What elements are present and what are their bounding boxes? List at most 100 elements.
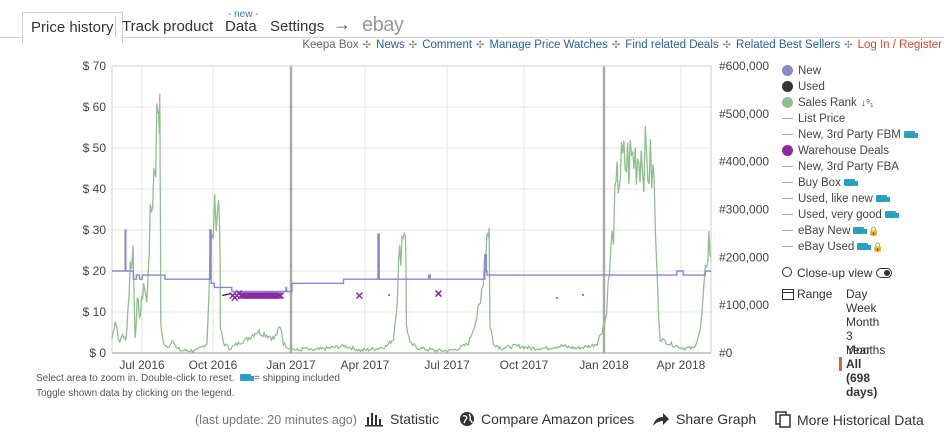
x-tick-label: Jan 2017 [266, 358, 316, 372]
truck-icon [853, 227, 868, 234]
range-label: Range [797, 287, 833, 301]
legend-line-icon [782, 246, 793, 247]
x-tick-label: Oct 2016 [189, 358, 238, 372]
last-update: (last update: 20 minutes ago) [195, 413, 357, 427]
compare-amazon-prices-button[interactable]: Compare Amazon prices [459, 411, 634, 427]
separator-icon: ✣ [362, 40, 372, 51]
tab-track-product[interactable]: Track product [122, 18, 214, 35]
y2-tick-label: #200,000 [719, 250, 769, 264]
range-month[interactable]: Month [846, 315, 880, 329]
tab-price-history[interactable]: Price history [22, 12, 123, 44]
range-3-months[interactable]: 3 Months [846, 329, 886, 357]
truck-icon [240, 374, 255, 381]
warehouse-deal-point [239, 292, 247, 300]
lock-icon: 🔒 [872, 242, 884, 252]
lock-icon: 🔒 [868, 226, 880, 236]
chart-notes: Select area to zoom in. Double-click to … [36, 371, 340, 401]
separator-icon: ✣ [611, 40, 621, 51]
legend-label: eBay New [798, 225, 851, 237]
statistic-button[interactable]: Statistic [364, 411, 439, 427]
legend-line-icon [782, 118, 793, 119]
y-tick-label: $ 40 [83, 182, 107, 196]
magnifier-icon [782, 267, 792, 277]
close-up-view-toggle[interactable]: Close-up view [782, 266, 893, 280]
legend-item[interactable]: List Price [782, 111, 915, 127]
tab-data[interactable]: Data [225, 18, 257, 35]
separator-icon: ✣ [476, 40, 485, 51]
warehouse-deal-point [233, 292, 241, 300]
chart-legend: New Used Sales Rank ↓⁹₁ List Price New, 3rd P… [782, 63, 918, 255]
legend-item[interactable]: Used, very good [782, 207, 915, 223]
used-price-line [222, 292, 234, 297]
news-link[interactable]: News [376, 39, 405, 51]
legend-item[interactable]: Used [782, 79, 915, 95]
legend-item[interactable]: Buy Box [782, 175, 915, 191]
warehouse-deal-point [277, 292, 285, 300]
x-tick-label: Jul 2017 [424, 358, 470, 372]
warehouse-deal-point [266, 292, 274, 300]
warehouse-deal-point [270, 292, 278, 300]
legend-line-icon [782, 198, 793, 199]
legend-item[interactable]: eBay Used 🔒 [782, 239, 915, 255]
legend-line-icon [782, 230, 793, 231]
y-tick-label: $ 20 [83, 264, 107, 278]
warehouse-deal-point [241, 292, 249, 300]
legend-item[interactable]: New [782, 63, 915, 79]
truck-icon [857, 243, 872, 250]
y2-tick-label: #100,000 [719, 298, 769, 312]
legend-item[interactable]: Warehouse Deals [782, 143, 915, 159]
legend-dot-icon [782, 81, 793, 92]
toggle-icon[interactable] [876, 268, 893, 278]
find-related-deals-link[interactable]: Find related Deals [625, 39, 719, 51]
warehouse-deal-point [245, 292, 254, 300]
legend-line-icon [782, 134, 793, 135]
legend-label: Sales Rank [798, 97, 857, 109]
arrow-right-icon: → [333, 14, 351, 34]
login-register-link[interactable]: Log In / Register [857, 39, 942, 51]
range-all[interactable]: All (698 days) [839, 357, 885, 399]
tab-settings[interactable]: Settings [270, 18, 325, 35]
warehouse-deal-point [254, 292, 262, 300]
legend-item[interactable]: New, 3rd Party FBM [782, 127, 918, 143]
warehouse-deal-point [262, 292, 270, 300]
calendar-icon [782, 289, 794, 300]
x-tick-label: Apr 2018 [657, 358, 706, 372]
more-historical-data-button[interactable]: More Historical Data [775, 411, 924, 428]
legend-hint: Toggle shown data by clicking on the leg… [36, 388, 235, 399]
keepa-box-link[interactable]: Keepa Box [302, 39, 359, 51]
legend-label: List Price [798, 113, 846, 125]
warehouse-deal-point [248, 292, 256, 300]
warehouse-deal-point [235, 290, 243, 298]
legend-label: Used [798, 81, 825, 93]
legend-label: Warehouse Deals [798, 145, 889, 157]
warehouse-deal-point [231, 294, 239, 302]
y2-tick-label: #400,000 [719, 155, 769, 169]
range-week[interactable]: Week [846, 301, 877, 315]
data-point [582, 294, 584, 296]
copy-icon [775, 411, 791, 428]
separator-icon: ✣ [408, 40, 418, 51]
share-icon [653, 413, 669, 426]
y2-tick-label: #500,000 [719, 107, 769, 121]
legend-line-icon [782, 182, 793, 183]
legend-item[interactable]: Sales Rank ↓⁹₁ [782, 95, 915, 111]
range-day[interactable]: Day [846, 287, 868, 301]
share-graph-button[interactable]: Share Graph [652, 411, 756, 427]
separator-icon: ✣ [844, 40, 853, 51]
related-best-sellers-link[interactable]: Related Best Sellers [736, 39, 841, 51]
legend-item[interactable]: Used, like new [782, 191, 915, 207]
warehouse-deal-point [355, 292, 363, 300]
legend-label: Buy Box [798, 177, 841, 189]
legend-dot-icon [782, 97, 793, 108]
manage-price-watches-link[interactable]: Manage Price Watches [489, 39, 608, 51]
range-year[interactable]: Year [846, 343, 871, 357]
comment-link[interactable]: Comment [422, 39, 473, 51]
warehouse-deal-point [258, 292, 266, 300]
legend-label: Used, like new [798, 193, 873, 205]
legend-item[interactable]: eBay New 🔒 [782, 223, 915, 239]
warehouse-deal-point [264, 292, 272, 300]
tab-ebay[interactable]: ebay [362, 14, 404, 36]
y-tick-label: $ 10 [83, 305, 107, 319]
legend-item[interactable]: New, 3rd Party FBA [782, 159, 915, 175]
warehouse-deal-point [274, 292, 283, 300]
